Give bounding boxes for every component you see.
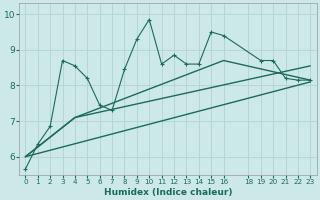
X-axis label: Humidex (Indice chaleur): Humidex (Indice chaleur) xyxy=(104,188,232,197)
